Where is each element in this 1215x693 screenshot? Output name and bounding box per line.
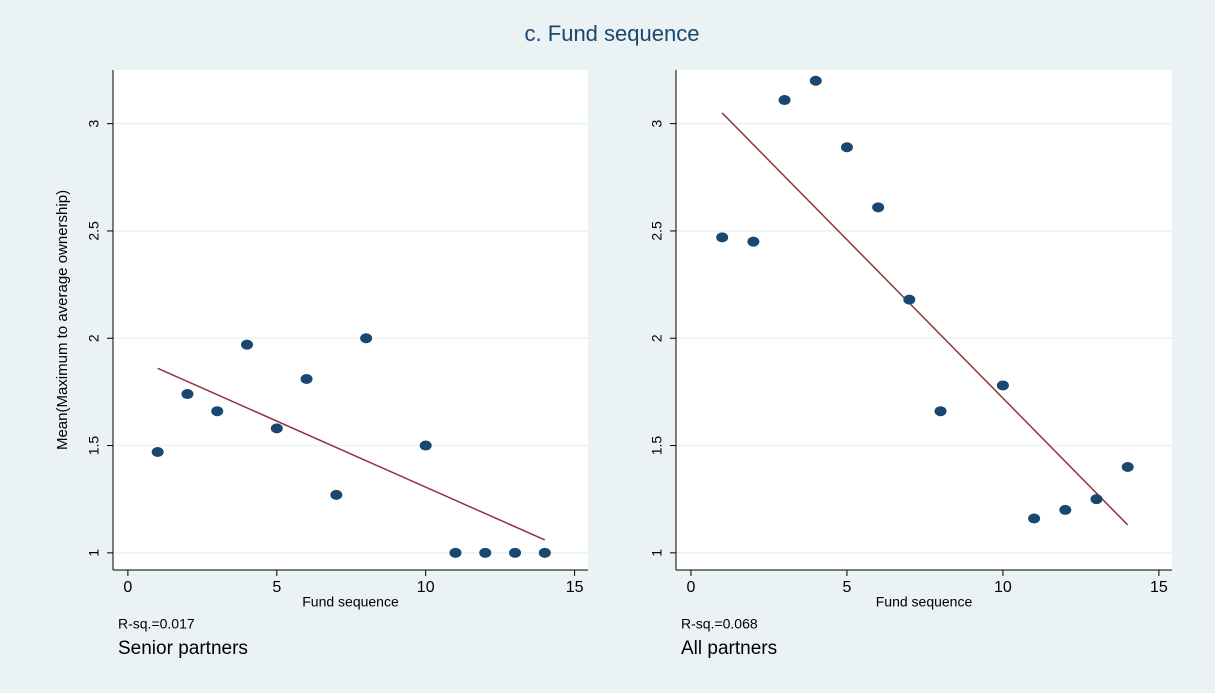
- point: [1059, 504, 1072, 515]
- point: [270, 423, 283, 434]
- point: [479, 547, 492, 558]
- x-tick-label: 15: [566, 579, 584, 596]
- y-tick-label: 2.5: [86, 221, 102, 241]
- point: [747, 236, 760, 247]
- y-tick-label: 3: [86, 120, 102, 128]
- point: [360, 333, 373, 344]
- point: [419, 440, 432, 451]
- point: [996, 380, 1009, 391]
- panel-subtitle: All partners: [681, 638, 777, 659]
- x-tick-label: 0: [687, 579, 696, 596]
- point: [241, 339, 254, 350]
- y-tick-label: 3: [649, 120, 665, 128]
- point: [538, 547, 551, 558]
- point: [872, 202, 885, 213]
- point: [300, 374, 313, 385]
- x-axis-label: Fund sequence: [302, 594, 399, 610]
- point: [903, 294, 916, 305]
- x-tick-label: 10: [417, 579, 435, 596]
- x-tick-label: 5: [842, 579, 851, 596]
- point: [181, 389, 194, 400]
- y-tick-label: 1.5: [649, 436, 665, 456]
- panel-subtitle: Senior partners: [118, 638, 248, 659]
- annotation: R-sq.=0.017: [118, 616, 195, 632]
- point: [716, 232, 729, 243]
- x-axis-label: Fund sequence: [876, 594, 973, 610]
- point: [1121, 461, 1134, 472]
- point: [211, 406, 224, 417]
- y-tick-label: 1: [86, 549, 102, 557]
- y-axis-label: Mean(Maximum to average ownership): [54, 190, 71, 450]
- fit-line: [157, 367, 546, 541]
- y-tick-label: 2: [649, 334, 665, 342]
- x-tick-label: 5: [272, 579, 281, 596]
- y-tick-label: 1: [649, 549, 665, 557]
- fit-line: [721, 112, 1129, 526]
- point: [1028, 513, 1041, 524]
- plot-area: [113, 70, 588, 570]
- point: [840, 142, 853, 153]
- annotation: R-sq.=0.068: [681, 616, 758, 632]
- point: [778, 95, 791, 106]
- point: [449, 547, 462, 558]
- point: [509, 547, 522, 558]
- y-tick-label: 1.5: [86, 436, 102, 456]
- point: [151, 446, 164, 457]
- x-tick-label: 15: [1150, 579, 1168, 596]
- point: [330, 489, 343, 500]
- y-tick-label: 2.5: [649, 221, 665, 241]
- point: [809, 75, 822, 86]
- x-tick-label: 0: [123, 579, 132, 596]
- x-tick-label: 10: [994, 579, 1012, 596]
- point: [1090, 494, 1103, 505]
- point: [934, 406, 947, 417]
- y-tick-label: 2: [86, 334, 102, 342]
- chart-title: c. Fund sequence: [525, 21, 700, 46]
